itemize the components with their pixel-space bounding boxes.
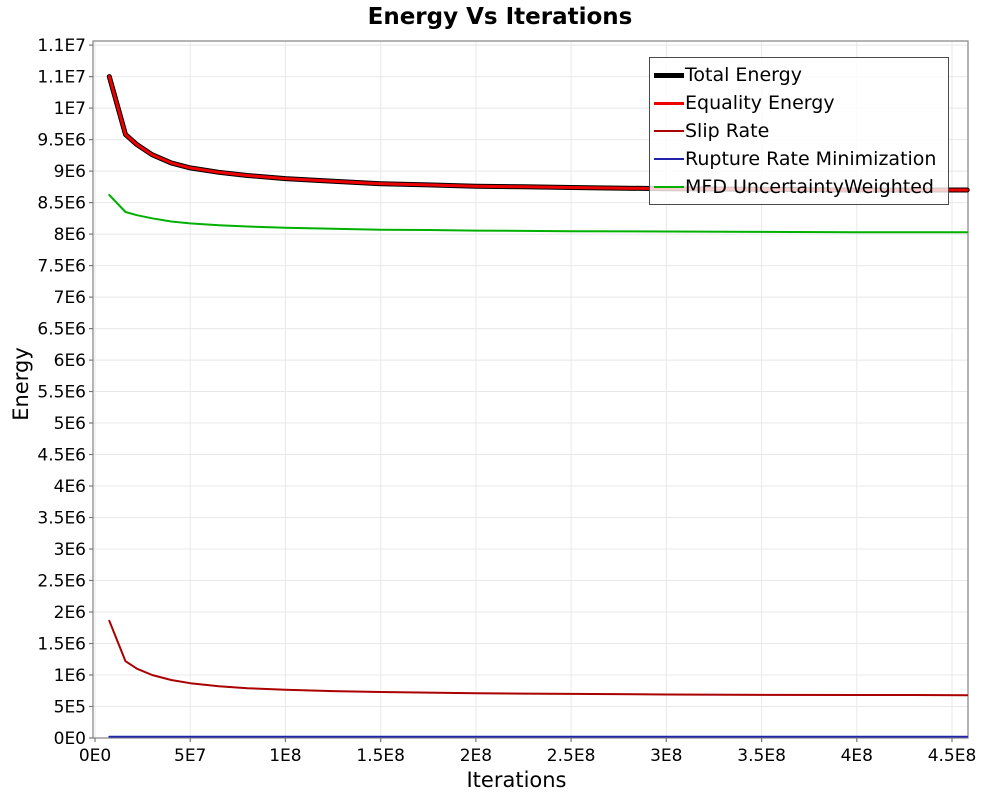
y-tick-label: 2E6 <box>54 603 86 623</box>
y-tick-label: 4.5E6 <box>37 446 86 466</box>
y-tick-label: 9E6 <box>54 162 86 182</box>
legend-swatch-slip-rate <box>654 130 684 132</box>
legend-item-mfd-uncertaintyweighted: MFD UncertaintyWeighted <box>654 176 944 198</box>
legend-swatch-total-energy <box>654 72 684 78</box>
y-tick-label: 4E6 <box>54 477 86 497</box>
legend-swatch-equality-energy <box>654 101 684 105</box>
y-tick-label: 3E6 <box>54 540 86 560</box>
y-tick-label: 8.5E6 <box>37 194 86 214</box>
legend: Total Energy Equality Energy Slip Rate Rupt… <box>649 57 949 205</box>
series-line-slip-rate <box>108 619 969 697</box>
x-tick-label: 1.5E8 <box>356 746 405 766</box>
y-tick-label: 1.1E7 <box>37 36 86 56</box>
x-tick-label: 2.5E8 <box>547 746 596 766</box>
legend-item-equality-energy: Equality Energy <box>654 92 944 114</box>
legend-label: Equality Energy <box>685 92 835 114</box>
legend-item-slip-rate: Slip Rate <box>654 120 944 142</box>
legend-label: Total Energy <box>685 64 802 86</box>
y-tick-label: 6.5E6 <box>37 320 86 340</box>
legend-label: MFD UncertaintyWeighted <box>685 176 934 198</box>
x-tick-label: 0E0 <box>79 746 111 766</box>
y-tick-label: 7.5E6 <box>37 257 86 277</box>
plot-border <box>92 40 969 739</box>
y-tick-label: 3.5E6 <box>37 509 86 529</box>
x-tick-label: 3.5E8 <box>737 746 786 766</box>
y-tick-label: 5.5E6 <box>37 383 86 403</box>
legend-swatch-rupture-rate-minimization <box>654 158 684 160</box>
y-tick-label: 1.1E7 <box>37 68 86 88</box>
x-axis-title: Iterations <box>466 768 567 792</box>
y-tick-label: 9.5E6 <box>37 131 86 151</box>
legend-item-rupture-rate-minimization: Rupture Rate Minimization <box>654 148 944 170</box>
y-tick-label: 1E6 <box>54 666 86 686</box>
x-tick-label: 2E8 <box>460 746 492 766</box>
y-tick-label: 1.5E6 <box>37 635 86 655</box>
x-tick-label: 4.5E8 <box>928 746 977 766</box>
series-line-mfd-uncertaintyweighted <box>108 194 969 234</box>
legend-label: Rupture Rate Minimization <box>685 148 937 170</box>
legend-label: Slip Rate <box>685 120 770 142</box>
y-tick-label: 7E6 <box>54 288 86 308</box>
y-tick-label: 0E0 <box>54 729 86 749</box>
y-tick-label: 5E6 <box>54 414 86 434</box>
x-tick-label: 5E7 <box>174 746 206 766</box>
legend-item-total-energy: Total Energy <box>654 64 944 86</box>
x-tick-label: 3E8 <box>650 746 682 766</box>
y-tick-label: 2.5E6 <box>37 572 86 592</box>
x-tick-label: 1E8 <box>269 746 301 766</box>
legend-swatch-mfd-uncertaintyweighted <box>654 186 684 188</box>
y-tick-label: 1E7 <box>54 99 86 119</box>
y-tick-label: 8E6 <box>54 225 86 245</box>
y-axis-title: Energy <box>9 347 33 421</box>
x-tick-label: 4E8 <box>841 746 873 766</box>
y-tick-label: 6E6 <box>54 351 86 371</box>
chart-title: Energy Vs Iterations <box>367 4 633 30</box>
y-tick-label: 5E5 <box>54 698 86 718</box>
